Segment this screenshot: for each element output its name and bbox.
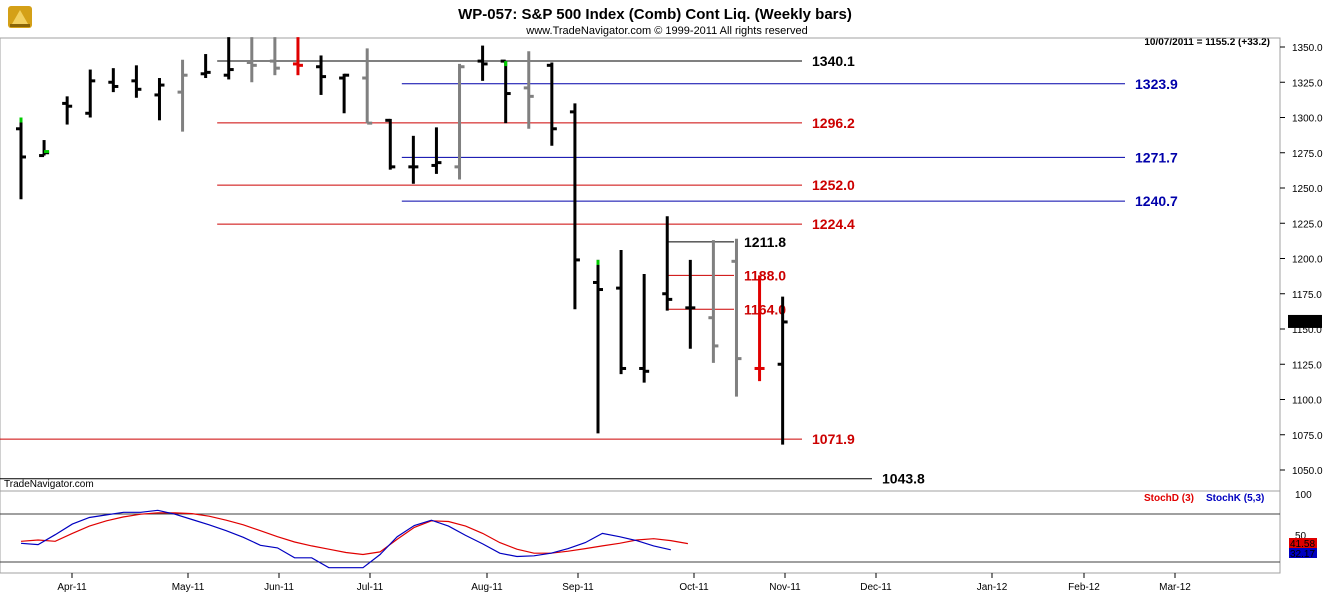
stoch-k-line xyxy=(20,509,671,569)
ohlc-bar xyxy=(108,68,119,93)
ohlc-bar xyxy=(639,274,650,383)
stoch-k-value-tag: 32.17 xyxy=(1290,549,1315,560)
stoch-d-value-tag: 41.58 xyxy=(1290,539,1315,550)
level-label: 1296.2 xyxy=(812,115,855,131)
y-tick-label: 1300.0 xyxy=(1292,114,1323,125)
ohlc-bar xyxy=(154,78,165,121)
x-tick-label: Jun-11 xyxy=(264,582,294,593)
ohlc-bar xyxy=(246,37,257,83)
ohlc-bar xyxy=(200,54,211,79)
level-label: 1188.0 xyxy=(744,267,786,283)
trade-navigator-logo xyxy=(8,6,32,28)
chart-title: WP-057: S&P 500 Index (Comb) Cont Liq. (… xyxy=(458,6,852,23)
y-tick-label: 1250.0 xyxy=(1292,184,1323,195)
stochastic-panel: StochD (3) StochK (5,3) 100 50 41.58 32.… xyxy=(0,490,1317,569)
last-quote: 10/07/2011 = 1155.2 (+33.2) xyxy=(1144,37,1270,48)
ohlc-bar xyxy=(62,96,73,125)
level-label: 1252.0 xyxy=(812,177,855,193)
y-tick-label: 1150.0 xyxy=(1292,325,1322,336)
y-tick-label: 1275.0 xyxy=(1292,149,1323,160)
ohlc-bar xyxy=(754,275,765,382)
level-label: 1340.1 xyxy=(812,53,855,69)
ohlc-bar xyxy=(177,59,188,132)
chart-subtitle: www.TradeNavigator.com © 1999-2011 All r… xyxy=(525,25,807,37)
level-label: 1071.9 xyxy=(812,431,855,447)
ohlc-bar xyxy=(593,259,603,434)
stoch-k-value-tag-bg xyxy=(1289,548,1317,558)
ohlc-bar xyxy=(339,73,350,114)
ohlc-bar xyxy=(454,63,465,180)
level-label: 1323.9 xyxy=(1135,76,1178,92)
ohlc-bar xyxy=(408,135,419,184)
ohlc-bar xyxy=(523,51,534,129)
ohlc-bar xyxy=(316,55,327,95)
ohlc-bar xyxy=(16,117,26,200)
y-tick-label: 1100.0 xyxy=(1292,396,1322,407)
ohlc-bar xyxy=(500,59,511,124)
x-tick-label: Mar-12 xyxy=(1159,582,1191,593)
ohlc-bar xyxy=(477,45,488,81)
ohlc-bar xyxy=(385,118,396,170)
ohlc-bar xyxy=(662,216,673,311)
last-price-tag: 1155.2 xyxy=(1288,314,1322,328)
svg-text:1155.2: 1155.2 xyxy=(1290,317,1320,328)
ohlc-bar xyxy=(546,62,557,146)
level-label: 1164.0 xyxy=(744,301,786,317)
date-x-axis: Apr-11 May-11 Jun-11 Jul-11 Aug-11 Sep-11 Oct-… xyxy=(57,573,1191,593)
y-tick-label: 1075.0 xyxy=(1292,431,1323,442)
ohlc-bar xyxy=(616,250,627,375)
level-label: 1043.8 xyxy=(882,471,925,487)
ohlc-bar xyxy=(708,240,719,363)
ohlc-bar xyxy=(131,65,142,98)
ohlc-bar xyxy=(292,37,303,76)
indicator-panel-frame xyxy=(0,490,1281,574)
x-tick-label: Jul-11 xyxy=(357,582,384,593)
price-y-axis: 1050.0 1075.0 1100.0 1125.0 1150.0 1175.0 1200… xyxy=(1280,43,1323,477)
ohlc-bar xyxy=(39,140,50,158)
ohlc-bar xyxy=(569,103,580,310)
level-label: 1211.8 xyxy=(744,234,786,250)
level-label: 1271.7 xyxy=(1135,149,1178,165)
ohlc-bar xyxy=(362,48,373,125)
x-tick-label: Dec-11 xyxy=(860,582,892,593)
price-panel-frame xyxy=(0,37,1281,492)
y-tick-label: 1225.0 xyxy=(1292,219,1323,230)
x-tick-label: Nov-11 xyxy=(769,582,801,593)
price-bars xyxy=(16,37,788,445)
stoch-d-legend: StochD (3) xyxy=(1144,493,1194,504)
ohlc-bar xyxy=(777,296,788,445)
y-tick-label: 1175.0 xyxy=(1292,290,1322,301)
y-tick-label: 1325.0 xyxy=(1292,78,1323,89)
x-tick-label: Oct-11 xyxy=(679,582,709,593)
x-tick-label: May-11 xyxy=(172,582,205,593)
y-tick-label: 1125.0 xyxy=(1292,360,1322,371)
x-tick-label: Aug-11 xyxy=(471,582,503,593)
ohlc-bar xyxy=(685,259,696,349)
ohlc-bar xyxy=(223,37,234,80)
y-tick-label: 1050.0 xyxy=(1292,466,1323,477)
level-label: 1240.7 xyxy=(1135,193,1178,209)
stoch-d-value-tag-bg xyxy=(1289,538,1317,549)
y-tick-label: 1200.0 xyxy=(1292,255,1323,266)
ohlc-bar xyxy=(85,69,96,118)
ohlc-bar xyxy=(269,37,280,76)
stoch-tick-50: 50 xyxy=(1295,531,1307,542)
watermark: TradeNavigator.com xyxy=(4,479,94,490)
stoch-d-line xyxy=(20,512,689,556)
level-label: 1224.4 xyxy=(812,216,855,232)
ohlc-bar xyxy=(731,238,742,397)
x-tick-label: Feb-12 xyxy=(1068,582,1100,593)
price-levels: 1340.1 1323.9 1296.2 1271.7 1252.0 1240.7 1224… xyxy=(0,53,1178,487)
stoch-tick-100: 100 xyxy=(1295,490,1312,501)
ohlc-bar xyxy=(431,127,442,174)
x-tick-label: Sep-11 xyxy=(562,582,594,593)
x-tick-label: Apr-11 xyxy=(57,582,87,593)
y-tick-label: 1350.0 xyxy=(1292,43,1323,54)
x-tick-label: Jan-12 xyxy=(977,582,1008,593)
stoch-k-legend: StochK (5,3) xyxy=(1206,493,1264,504)
